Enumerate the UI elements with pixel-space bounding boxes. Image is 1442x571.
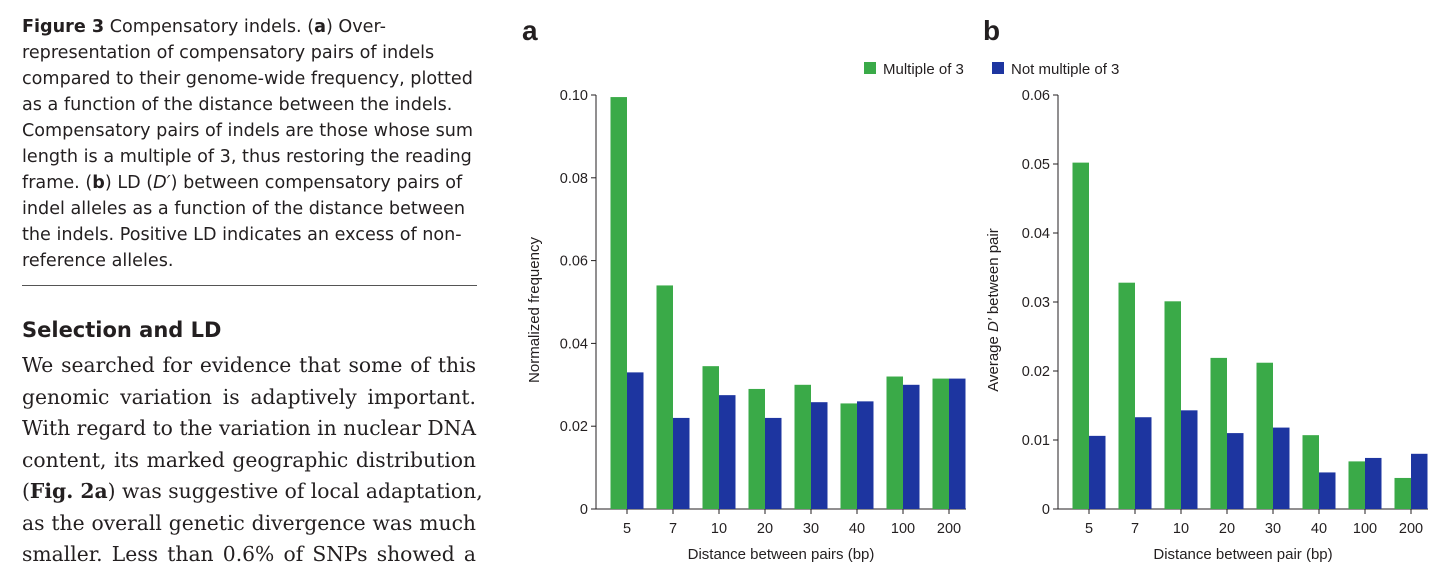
x-tick-label: 200 — [1399, 521, 1423, 537]
bar-not-multiple-of-3 — [1319, 472, 1336, 509]
x-tick-label: 5 — [623, 521, 631, 537]
bar-not-multiple-of-3 — [627, 372, 644, 509]
x-tick-label: 10 — [1173, 521, 1189, 537]
bar-not-multiple-of-3 — [1365, 457, 1382, 509]
caption-part-b-text-2: ) between compensatory pairs of indel al… — [22, 173, 465, 271]
chart-panel-b: 0 0.01 0.02 0.03 0.04 0.05 0.06 5 7 10 20 30 40 100 20… — [985, 88, 1428, 563]
bar-not-multiple-of-3 — [1411, 453, 1428, 509]
bar-not-multiple-of-3 — [765, 417, 782, 509]
figure-label: Figure 3 — [22, 17, 105, 37]
legend-swatch-not-multiple-of-3 — [992, 62, 1004, 74]
section-heading: Selection and LD — [22, 318, 222, 342]
bar-multiple-of-3 — [794, 384, 811, 509]
x-tick-label: 7 — [1131, 521, 1139, 537]
bar-multiple-of-3 — [1348, 461, 1365, 509]
body-paragraph: We searched for evidence that some of th… — [22, 350, 483, 571]
x-axis-label: Distance between pair (bp) — [1153, 546, 1332, 563]
figure-title: Compensatory indels. — [109, 17, 302, 37]
caption-part-a-text: Over-representation of compensatory pair… — [22, 17, 474, 193]
caption-part-b-text-1: LD ( — [117, 173, 154, 193]
bar-multiple-of-3 — [702, 366, 719, 509]
bar-multiple-of-3 — [886, 376, 903, 509]
bar-not-multiple-of-3 — [949, 378, 966, 509]
x-tick-label: 40 — [1311, 521, 1327, 537]
bar-multiple-of-3 — [1118, 282, 1135, 509]
panel-label-a: a — [522, 15, 538, 46]
bar-not-multiple-of-3 — [1227, 433, 1244, 509]
caption-part-a-label: a — [314, 17, 326, 37]
bar-multiple-of-3 — [1072, 162, 1089, 509]
bar-not-multiple-of-3 — [903, 384, 920, 509]
body-line: as the overall genetic divergence was mu… — [22, 510, 476, 535]
bar-multiple-of-3 — [748, 388, 765, 509]
x-axis-label: Distance between pairs (bp) — [688, 546, 875, 563]
x-tick-label: 5 — [1085, 521, 1093, 537]
figure-caption: Figure 3 Compensatory indels. (a) Over-r… — [22, 17, 474, 271]
legend-swatch-multiple-of-3 — [864, 62, 876, 74]
body-line: (Fig. 2a) was suggestive of local adapta… — [22, 479, 483, 503]
legend-label-multiple-of-3: Multiple of 3 — [883, 61, 964, 78]
y-tick-label: 0.08 — [560, 171, 588, 187]
bar-not-multiple-of-3 — [719, 395, 736, 509]
y-tick-label: 0.01 — [1022, 433, 1050, 449]
bar-multiple-of-3 — [1256, 362, 1273, 509]
legend-label-not-multiple-of-3: Not multiple of 3 — [1011, 61, 1119, 78]
bar-multiple-of-3 — [1164, 301, 1181, 509]
x-tick-label: 30 — [1265, 521, 1281, 537]
figure-reference-link[interactable]: Fig. 2a — [29, 479, 108, 503]
bar-not-multiple-of-3 — [1273, 427, 1290, 509]
bar-not-multiple-of-3 — [857, 401, 874, 509]
bar-not-multiple-of-3 — [1089, 435, 1106, 509]
panel-label-b: b — [983, 15, 1000, 46]
caption-d-prime: D′ — [153, 173, 171, 193]
y-tick-label: 0.02 — [1022, 364, 1050, 380]
caption-divider — [22, 285, 477, 286]
x-tick-label: 200 — [937, 521, 961, 537]
y-tick-label: 0.10 — [560, 88, 588, 104]
y-tick-label: 0.06 — [1022, 88, 1050, 104]
caption-part-b-label: b — [92, 173, 105, 193]
y-tick-label: 0.02 — [560, 419, 588, 435]
y-axis-label: Average D′ between pair — [985, 228, 1002, 391]
body-line: With regard to the variation in nuclear … — [22, 416, 477, 440]
x-tick-label: 40 — [849, 521, 865, 537]
x-tick-label: 20 — [757, 521, 773, 537]
x-tick-label: 7 — [669, 521, 677, 537]
body-line: smaller. Less than 0.6% of SNPs showed a — [22, 542, 476, 566]
bar-multiple-of-3 — [610, 97, 627, 509]
y-tick-label: 0 — [1042, 502, 1050, 518]
bar-multiple-of-3 — [840, 403, 857, 509]
body-line: We searched for evidence that some of th… — [22, 353, 476, 377]
y-tick-label: 0 — [580, 502, 588, 518]
body-line: content, its marked geographic distribut… — [22, 447, 476, 472]
y-tick-label: 0.05 — [1022, 157, 1050, 173]
bar-multiple-of-3 — [1210, 357, 1227, 509]
bar-multiple-of-3 — [932, 378, 949, 509]
bar-not-multiple-of-3 — [673, 417, 690, 509]
bar-not-multiple-of-3 — [1181, 410, 1198, 509]
chart-legend: Multiple of 3 Not multiple of 3 — [864, 61, 1119, 78]
y-tick-label: 0.04 — [1022, 226, 1050, 242]
y-tick-label: 0.06 — [560, 254, 588, 270]
chart-panel-a: 0 0.02 0.04 0.06 0.08 0.10 5 7 10 20 30 40 100 200 Dis… — [526, 88, 966, 563]
y-tick-label: 0.03 — [1022, 295, 1050, 311]
bar-multiple-of-3 — [1394, 477, 1411, 509]
bar-multiple-of-3 — [656, 285, 673, 509]
bar-multiple-of-3 — [1302, 435, 1319, 509]
body-line: genomic variation is adaptively importan… — [22, 384, 476, 409]
bar-not-multiple-of-3 — [1135, 417, 1152, 509]
x-tick-label: 20 — [1219, 521, 1235, 537]
y-tick-label: 0.04 — [560, 336, 588, 352]
x-tick-label: 10 — [711, 521, 727, 537]
y-axis-label: Normalized frequency — [526, 237, 543, 383]
x-tick-label: 100 — [1353, 521, 1377, 537]
x-tick-label: 30 — [803, 521, 819, 537]
x-tick-label: 100 — [891, 521, 915, 537]
bar-not-multiple-of-3 — [811, 402, 828, 509]
